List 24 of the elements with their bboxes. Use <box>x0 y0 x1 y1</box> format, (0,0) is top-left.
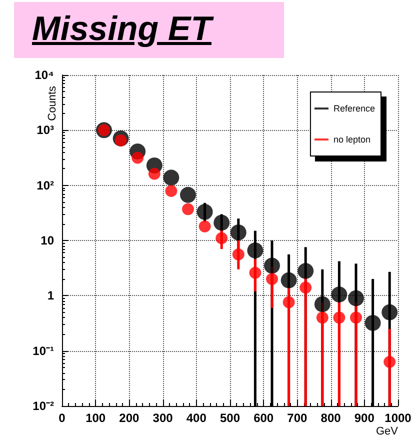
legend-label: Reference <box>333 104 376 114</box>
x-tick-label: 0 <box>58 411 66 425</box>
x-tick-label: 700 <box>287 411 308 425</box>
legend-label: no lepton <box>333 134 371 144</box>
x-tick-label: 900 <box>354 411 375 425</box>
y-tick-label: 1 <box>47 288 54 303</box>
chart-title: Missing ET <box>32 10 212 49</box>
x-tick-label: 500 <box>220 411 240 425</box>
x-tick-label: 300 <box>152 411 174 425</box>
title-panel: Missing ET <box>14 2 284 58</box>
y-tick-label: 10⁴ <box>34 68 54 82</box>
x-tick-label: 1000 <box>384 411 412 425</box>
x-tick-label: 800 <box>320 411 342 425</box>
x-tick-label: 100 <box>86 411 106 425</box>
y-tick-label: 10⁻² <box>32 399 54 413</box>
x-axis-title: GeV <box>376 426 399 438</box>
y-axis-title: Counts <box>46 86 58 121</box>
x-tick-label: 600 <box>254 411 274 425</box>
y-tick-label: 10² <box>36 178 54 192</box>
x-tick-label: 200 <box>119 411 140 425</box>
y-tick-label: 10⁻¹ <box>32 344 54 358</box>
y-tick-label: 10³ <box>36 123 54 138</box>
y-tick-label: 10 <box>40 234 54 248</box>
x-tick-label: 400 <box>186 411 207 425</box>
